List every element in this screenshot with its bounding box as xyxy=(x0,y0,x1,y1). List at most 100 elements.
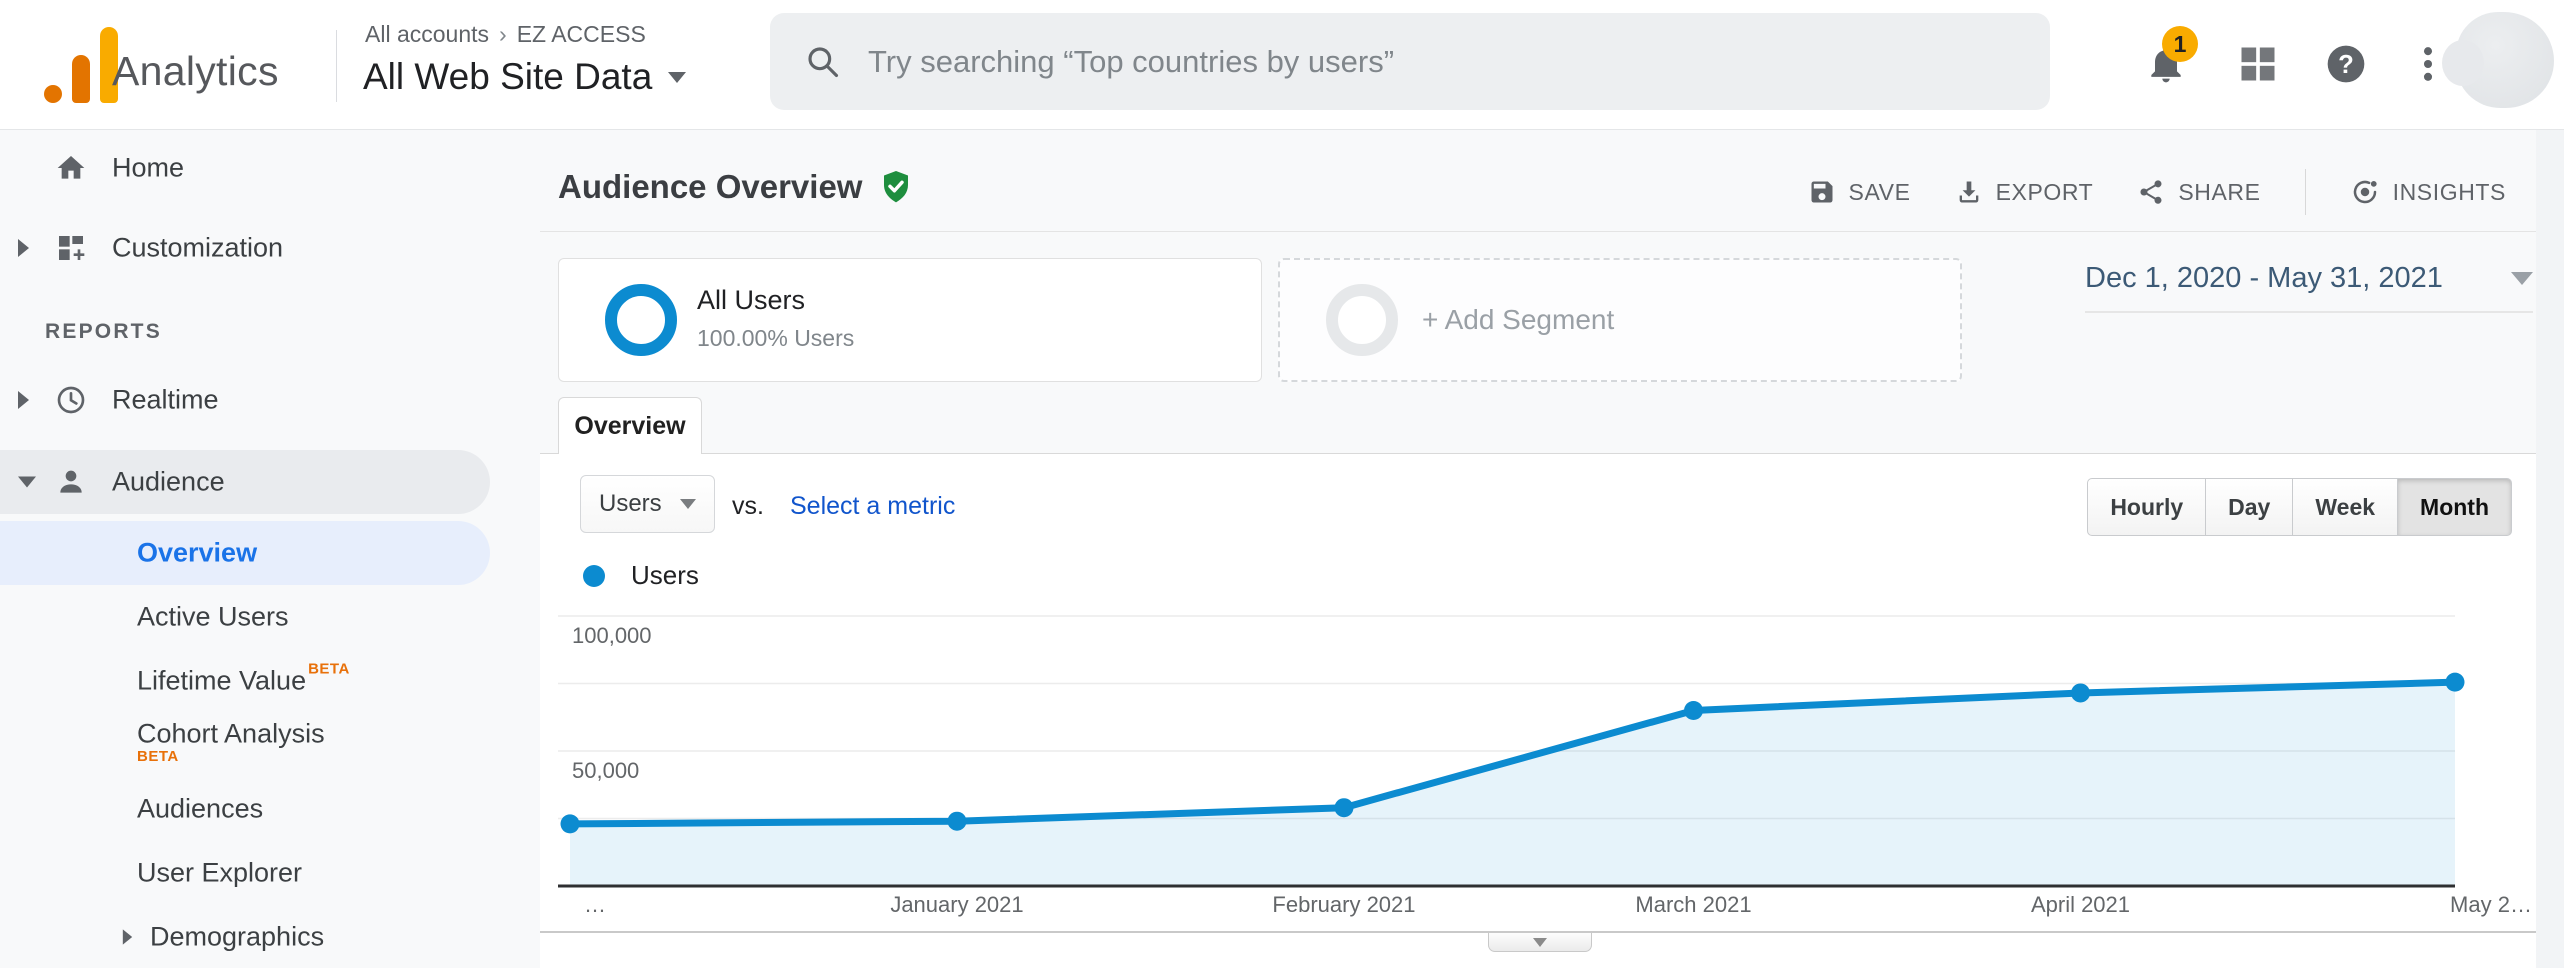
insights-icon xyxy=(2353,180,2377,204)
kebab-menu-icon[interactable] xyxy=(2406,42,2450,86)
page-scrollbar[interactable] xyxy=(2536,130,2564,968)
realtime-clock-icon xyxy=(57,386,85,414)
granularity-day-button[interactable]: Day xyxy=(2206,478,2294,536)
chevron-down-icon xyxy=(668,71,687,83)
verified-shield-icon xyxy=(884,171,909,203)
sidebar-item-active-users[interactable]: Active Users xyxy=(137,601,289,632)
header-divider xyxy=(540,231,2536,232)
segment-donut-icon xyxy=(1326,284,1398,356)
export-button[interactable]: EXPORT xyxy=(1955,178,2094,206)
data-point[interactable] xyxy=(2070,683,2090,703)
top-bar: Analytics All accounts › EZ ACCESS All Web… xyxy=(0,0,2564,130)
area-fill xyxy=(570,682,2455,886)
expand-chart-handle[interactable] xyxy=(1488,933,1592,952)
chevron-down-icon xyxy=(2511,272,2533,285)
sidebar-item-user-explorer[interactable]: User Explorer xyxy=(137,857,303,888)
analytics-logo-icon[interactable] xyxy=(44,27,124,103)
search-input[interactable] xyxy=(868,43,2016,80)
segment-donut-icon xyxy=(605,284,677,356)
segment-all-users[interactable]: All Users 100.00% Users xyxy=(558,258,1262,382)
sidebar-item-realtime[interactable]: Realtime xyxy=(0,368,490,432)
date-range-selector[interactable]: Dec 1, 2020 - May 31, 2021 xyxy=(2085,262,2533,313)
chevron-down-icon xyxy=(1533,937,1547,947)
select-metric-link[interactable]: Select a metric xyxy=(790,492,956,520)
data-point[interactable] xyxy=(2445,672,2465,692)
x-axis-tick-label: January 2021 xyxy=(890,892,1023,917)
sidebar-item-customization[interactable]: Customization xyxy=(0,216,490,280)
chart-legend: Users xyxy=(583,560,699,591)
users-series-line xyxy=(566,678,2459,828)
sidebar-item-lifetime-value[interactable]: Lifetime Value BETA xyxy=(137,660,350,696)
export-download-icon xyxy=(1959,181,1978,203)
page-title: Audience Overview xyxy=(558,168,863,205)
save-button[interactable]: SAVE xyxy=(1808,178,1911,206)
date-range-value: Dec 1, 2020 - May 31, 2021 xyxy=(2085,262,2443,294)
breadcrumb-all-accounts[interactable]: All accounts xyxy=(365,21,490,47)
vs-label: vs. xyxy=(732,492,764,520)
home-icon xyxy=(57,156,85,179)
expand-right-icon[interactable] xyxy=(122,929,133,945)
sidebar-nav: Home Customization REPORTS Realtime Audi… xyxy=(0,130,540,968)
reports-section-header: REPORTS xyxy=(45,320,162,343)
sidebar-item-audience[interactable]: Audience xyxy=(0,450,490,514)
users-line-chart[interactable]: 100,000 50,000 … January 2021 February 2021 M… xyxy=(540,600,2536,950)
x-axis-tick-label: February 2021 xyxy=(1272,892,1415,917)
tabstrip-border xyxy=(540,453,2536,454)
data-point[interactable] xyxy=(1334,798,1354,818)
data-point[interactable] xyxy=(947,811,967,831)
expand-right-icon[interactable] xyxy=(18,391,29,409)
account-avatar[interactable] xyxy=(2442,12,2554,108)
beta-badge: BETA xyxy=(308,660,350,678)
property-name: All Web Site Data xyxy=(363,56,653,97)
series-dot-icon xyxy=(583,564,605,587)
save-icon xyxy=(1811,181,1832,203)
tab-overview[interactable]: Overview xyxy=(558,397,702,454)
help-icon[interactable]: ? xyxy=(2324,42,2368,86)
x-axis-tick-label: April 2021 xyxy=(2031,892,2130,917)
breadcrumb[interactable]: All accounts › EZ ACCESS xyxy=(365,21,646,48)
metric-dropdown[interactable]: Users xyxy=(580,475,715,533)
time-granularity-group: Hourly Day Week Month xyxy=(2087,478,2512,536)
x-axis-tick-label: March 2021 xyxy=(1635,892,1751,917)
segment-detail: 100.00% Users xyxy=(697,325,855,351)
x-axis-tick-label: … xyxy=(584,892,606,917)
beta-badge: BETA xyxy=(137,748,179,765)
sidebar-item-audiences[interactable]: Audiences xyxy=(137,793,264,824)
brand-name: Analytics xyxy=(112,48,279,94)
data-point[interactable] xyxy=(560,814,580,834)
breadcrumb-org[interactable]: EZ ACCESS xyxy=(516,21,646,47)
audience-person-icon xyxy=(60,470,82,493)
expand-right-icon[interactable] xyxy=(18,239,29,257)
property-selector[interactable]: All Web Site Data xyxy=(363,56,687,98)
chart-bottom-rule xyxy=(540,931,2540,933)
data-point[interactable] xyxy=(1684,701,1704,720)
topbar-divider xyxy=(336,30,337,102)
segment-name: All Users xyxy=(697,285,806,315)
report-panel: Users vs. Select a metric Hourly Day Wee… xyxy=(540,454,2540,968)
sidebar-item-overview[interactable]: Overview xyxy=(0,521,490,585)
actions-divider xyxy=(2304,169,2306,215)
share-icon xyxy=(2140,180,2162,204)
sidebar-item-demographics[interactable]: Demographics xyxy=(0,905,490,968)
granularity-week-button[interactable]: Week xyxy=(2293,478,2399,536)
granularity-month-button[interactable]: Month xyxy=(2398,478,2512,536)
collapse-down-icon[interactable] xyxy=(18,476,36,488)
notification-count-badge[interactable]: 1 xyxy=(2162,26,2198,62)
breadcrumb-separator-icon: › xyxy=(499,21,507,47)
customization-icon xyxy=(59,236,85,260)
search-icon xyxy=(808,46,839,77)
y-axis-tick-label: 100,000 xyxy=(572,623,652,648)
apps-grid-icon[interactable] xyxy=(2236,42,2280,86)
chevron-down-icon xyxy=(679,499,696,509)
y-axis-tick-label: 50,000 xyxy=(572,758,639,783)
sidebar-item-cohort-analysis[interactable]: Cohort Analysis xyxy=(137,718,325,749)
granularity-hourly-button[interactable]: Hourly xyxy=(2087,478,2207,536)
series-label: Users xyxy=(631,560,699,590)
sidebar-item-home[interactable]: Home xyxy=(0,136,490,200)
share-button[interactable]: SHARE xyxy=(2137,178,2260,206)
insights-button[interactable]: INSIGHTS xyxy=(2350,177,2506,207)
x-axis-tick-label: May 2… xyxy=(2450,892,2532,917)
add-segment-button[interactable]: + Add Segment xyxy=(1278,258,1962,382)
search-bar[interactable] xyxy=(770,13,2050,110)
